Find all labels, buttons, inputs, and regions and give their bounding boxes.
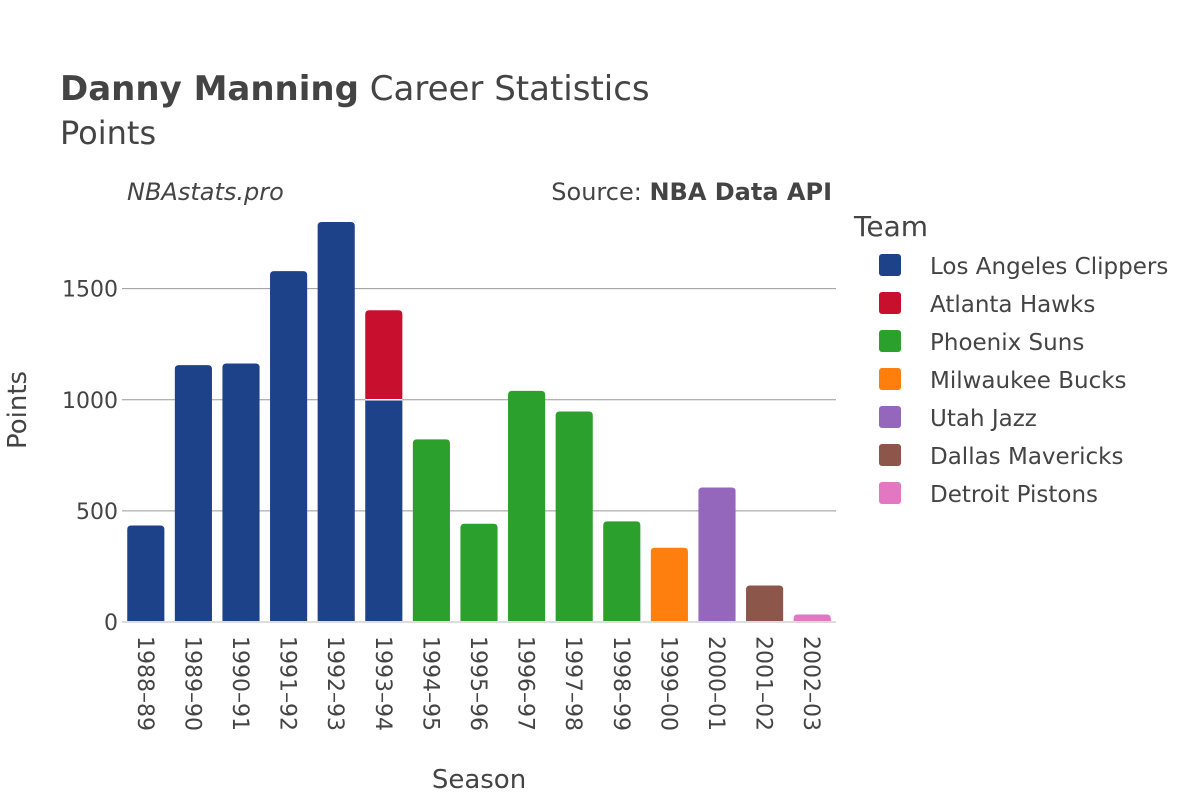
x-tick-labels: 1988–89 1989–90 1990–91 1991–92 1992–93 1993–… <box>132 636 823 731</box>
legend-swatch-utah-jazz[interactable] <box>879 406 901 428</box>
legend-swatch-detroit-pistons[interactable] <box>879 482 901 504</box>
bar-1997–98-phoenix-suns[interactable] <box>555 411 593 622</box>
bars <box>127 222 831 622</box>
legend-swatch-milwaukee-bucks[interactable] <box>879 368 901 390</box>
x-tick-label: 1999–00 <box>655 636 680 731</box>
bar-2001–02-dallas-mavericks[interactable] <box>746 585 784 622</box>
x-tick-label: 2002–03 <box>798 636 823 731</box>
bar-1989–90-los-angeles-clippers[interactable] <box>174 365 212 622</box>
legend-label[interactable]: Los Angeles Clippers <box>930 254 1168 280</box>
source-name: NBA Data API <box>649 178 832 206</box>
bar-1988–89-los-angeles-clippers[interactable] <box>127 525 165 622</box>
bar-1994–95-phoenix-suns[interactable] <box>412 439 450 622</box>
x-tick-label: 1993–94 <box>370 636 395 731</box>
y-tick-label: 1000 <box>62 389 118 414</box>
legend-label[interactable]: Phoenix Suns <box>930 330 1084 356</box>
legend-title: Team <box>853 210 928 243</box>
x-tick-label: 2000–01 <box>703 636 728 731</box>
title-rest: Career Statistics <box>359 69 650 109</box>
legend-swatch-los-angeles-clippers[interactable] <box>879 254 901 276</box>
bar-1992–93-los-angeles-clippers[interactable] <box>317 222 355 622</box>
bar-1990–91-los-angeles-clippers[interactable] <box>222 363 260 622</box>
y-tick-label: 1500 <box>62 278 118 303</box>
bar-1998–99-phoenix-suns[interactable] <box>603 521 641 622</box>
legend-label[interactable]: Detroit Pistons <box>930 482 1098 508</box>
legend-swatch-dallas-mavericks[interactable] <box>879 444 901 466</box>
site-credit: NBAstats.pro <box>127 178 284 206</box>
bar-1999–00-milwaukee-bucks[interactable] <box>650 547 688 622</box>
x-tick-label: 2001–02 <box>751 636 776 731</box>
bar-1995–96-phoenix-suns[interactable] <box>460 523 498 622</box>
y-tick-label: 500 <box>76 500 118 525</box>
bar-1993–94-los-angeles-clippers[interactable] <box>365 399 403 622</box>
source-credit: Source: NBA Data API <box>551 178 832 206</box>
bar-2000–01-utah-jazz[interactable] <box>698 487 736 622</box>
legend-swatch-phoenix-suns[interactable] <box>879 330 901 352</box>
legend-label[interactable]: Utah Jazz <box>930 406 1037 432</box>
legend: Los Angeles Clippers Atlanta Hawks Phoenix… <box>879 254 1168 508</box>
bar-1991–92-los-angeles-clippers[interactable] <box>270 271 308 622</box>
x-tick-label: 1989–90 <box>179 636 204 731</box>
legend-label[interactable]: Dallas Mavericks <box>930 444 1123 470</box>
bar-2002–03-detroit-pistons[interactable] <box>793 614 831 622</box>
legend-label[interactable]: Atlanta Hawks <box>930 292 1095 318</box>
x-axis-title: Season <box>432 765 526 795</box>
x-tick-label: 1990–91 <box>227 636 252 731</box>
title-player: Danny Manning <box>60 69 359 109</box>
y-tick-labels: 0 500 1000 1500 <box>62 278 118 636</box>
chart-title: Danny Manning Career Statistics <box>60 69 650 109</box>
chart-subtitle: Points <box>60 114 156 152</box>
legend-swatch-atlanta-hawks[interactable] <box>879 292 901 314</box>
x-tick-label: 1991–92 <box>275 636 300 731</box>
bar-1993–94-atlanta-hawks[interactable] <box>365 310 403 400</box>
bar-1996–97-phoenix-suns[interactable] <box>508 390 546 622</box>
x-tick-label: 1994–95 <box>417 636 442 731</box>
x-tick-label: 1996–97 <box>513 636 538 731</box>
y-axis-title: Points <box>3 371 33 449</box>
y-tick-label: 0 <box>104 611 118 636</box>
x-tick-label: 1997–98 <box>560 636 585 731</box>
x-tick-label: 1992–93 <box>322 636 347 731</box>
legend-label[interactable]: Milwaukee Bucks <box>930 368 1127 394</box>
x-tick-label: 1995–96 <box>465 636 490 731</box>
source-prefix: Source: <box>551 178 649 206</box>
x-tick-label: 1998–99 <box>608 636 633 731</box>
x-tick-label: 1988–89 <box>132 636 157 731</box>
